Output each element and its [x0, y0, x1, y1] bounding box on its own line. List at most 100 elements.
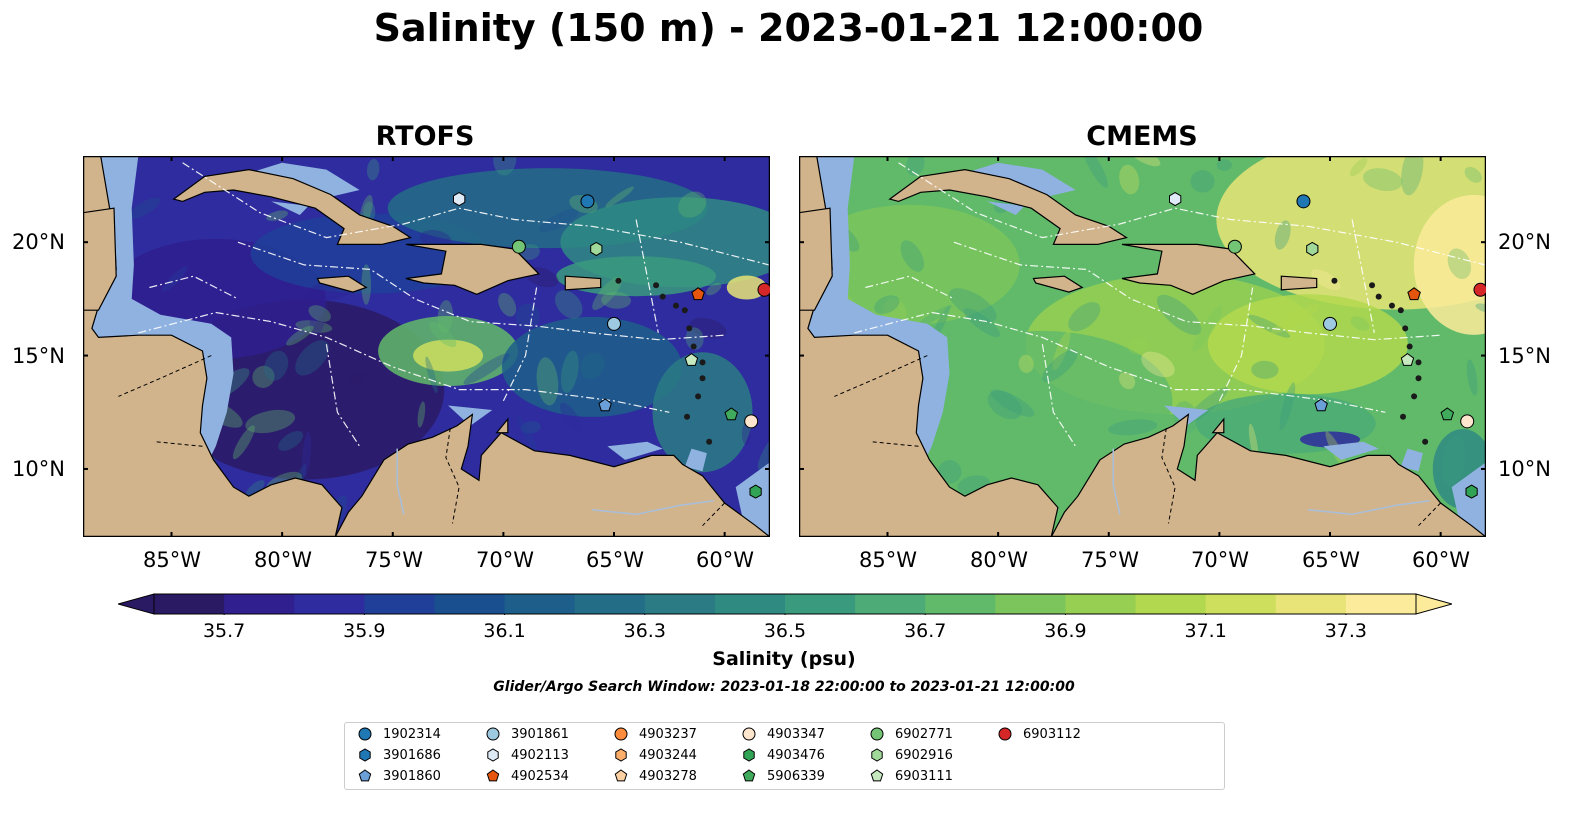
legend-item-4902113: 4902113 — [485, 747, 569, 763]
colorbar-segment — [434, 594, 506, 614]
lon-label-65w-cmems: 65°W — [1302, 548, 1360, 572]
colorbar-segment — [644, 594, 716, 614]
colorbar-segment — [995, 594, 1066, 614]
float-marker-5906339 — [1440, 407, 1455, 421]
lon-label-85w-cmems: 85°W — [859, 548, 917, 572]
colorbar-tick-label: 36.7 — [904, 620, 947, 642]
lat-label-20n-left: 20°N — [12, 230, 65, 254]
colorbar-segment — [1065, 594, 1137, 614]
legend-label: 3901860 — [383, 768, 441, 784]
legend-item-3901860: 3901860 — [357, 768, 441, 784]
legend-item-4903278: 4903278 — [613, 768, 697, 784]
colorbar-segment — [1275, 594, 1347, 614]
legend-marker-pentagon-icon — [486, 769, 500, 782]
figure-title: Salinity (150 m) - 2023-01-21 12:00:00 — [373, 6, 1204, 50]
legend-item-4902534: 4902534 — [485, 768, 569, 784]
float-marker-6902916 — [590, 241, 603, 257]
legend-marker-circle-icon — [998, 727, 1012, 741]
colorbar-segment — [855, 594, 926, 614]
legend-item-6902916: 6902916 — [869, 747, 953, 763]
colorbar-segment — [925, 594, 996, 614]
salinity-colorbar — [118, 593, 1452, 615]
lon-label-75w-rtofs: 75°W — [365, 548, 423, 572]
colorbar-segment — [574, 594, 646, 614]
float-marker-6903111 — [1400, 352, 1415, 366]
float-marker-6902916 — [1306, 241, 1319, 257]
legend-item-6903111: 6903111 — [869, 768, 953, 784]
legend-marker-hexagon-icon — [743, 748, 755, 762]
legend-marker-hexagon-icon — [615, 748, 627, 762]
float-marker-6902771 — [1227, 239, 1242, 254]
float-marker-3901860 — [598, 398, 612, 412]
float-marker-6903112 — [757, 282, 770, 297]
legend-label: 4903244 — [639, 747, 697, 763]
legend-label: 6903111 — [895, 768, 953, 784]
legend-marker-circle-icon — [614, 727, 628, 741]
colorbar-segment — [1135, 594, 1207, 614]
panel-title-cmems: CMEMS — [1086, 121, 1198, 152]
legend-marker-pentagon-icon — [742, 769, 756, 782]
colorbar-tick-label: 36.1 — [483, 620, 526, 642]
float-marker-1902314 — [580, 194, 595, 209]
float-marker-1902314 — [1296, 194, 1311, 209]
float-marker-4902113 — [453, 192, 466, 207]
legend-label: 3901861 — [511, 726, 569, 742]
float-marker-4902534 — [691, 287, 705, 301]
legend-item-3901686: 3901686 — [357, 747, 441, 763]
lon-label-80w-cmems: 80°W — [970, 548, 1028, 572]
legend-item-6903112: 6903112 — [997, 726, 1081, 742]
colorbar-tick-label: 35.9 — [343, 620, 386, 642]
colorbar-segment — [1345, 594, 1417, 614]
lat-label-15n-left: 15°N — [12, 344, 65, 368]
legend-item-6902771: 6902771 — [869, 726, 953, 742]
colorbar-tick-label: 36.9 — [1044, 620, 1087, 642]
float-marker-3901861 — [607, 316, 622, 331]
colorbar-tick-label: 36.5 — [763, 620, 807, 642]
lon-label-60w-cmems: 60°W — [1412, 548, 1470, 572]
float-marker-4903476 — [1465, 484, 1478, 499]
legend-item-4903237: 4903237 — [613, 726, 697, 742]
colorbar-segment — [785, 594, 856, 614]
lon-label-70w-cmems: 70°W — [1191, 548, 1249, 572]
cmems-salinity-map — [799, 156, 1486, 537]
lat-label-20n-right: 20°N — [1498, 230, 1551, 254]
lat-label-15n-right: 15°N — [1498, 344, 1551, 368]
lon-label-60w-rtofs: 60°W — [696, 548, 754, 572]
lon-label-75w-cmems: 75°W — [1081, 548, 1139, 572]
legend-marker-circle-icon — [742, 727, 756, 741]
legend-label: 5906339 — [767, 768, 825, 784]
colorbar-extend-max — [1415, 593, 1452, 615]
legend-marker-hexagon-icon — [359, 748, 371, 762]
colorbar-segment — [504, 594, 576, 614]
float-marker-5906339 — [724, 407, 739, 421]
lat-label-10n-left: 10°N — [12, 457, 65, 481]
colorbar-tick-label: 36.3 — [623, 620, 666, 642]
float-marker-4903347 — [744, 414, 759, 429]
colorbar-label: Salinity (psu) — [712, 648, 856, 670]
legend-label: 3901686 — [383, 747, 441, 763]
legend-marker-hexagon-icon — [487, 748, 499, 762]
float-marker-4903476 — [749, 484, 762, 499]
float-marker-6903111 — [684, 352, 699, 366]
panel-title-rtofs: RTOFS — [375, 121, 475, 152]
colorbar-segment — [364, 594, 435, 614]
legend-marker-circle-icon — [358, 727, 372, 741]
legend-marker-pentagon-icon — [870, 769, 884, 782]
lon-label-70w-rtofs: 70°W — [476, 548, 534, 572]
legend-label: 1902314 — [383, 726, 441, 742]
legend-marker-circle-icon — [870, 727, 884, 741]
legend-label: 4903476 — [767, 747, 825, 763]
legend-label: 6902916 — [895, 747, 953, 763]
legend-label: 4902534 — [511, 768, 569, 784]
legend-item-4903347: 4903347 — [741, 726, 825, 742]
search-window-note: Glider/Argo Search Window: 2023-01-18 22… — [493, 679, 1075, 695]
lon-label-85w-rtofs: 85°W — [143, 548, 201, 572]
float-marker-3901860 — [1314, 398, 1328, 412]
legend-item-4903476: 4903476 — [741, 747, 825, 763]
legend-item-1902314: 1902314 — [357, 726, 441, 742]
colorbar-segment — [1205, 594, 1277, 614]
legend-marker-circle-icon — [486, 727, 500, 741]
legend-label: 6902771 — [895, 726, 953, 742]
legend-marker-pentagon-icon — [358, 769, 372, 782]
float-legend: 1902314 3901686 3901860 3901861 4902113 49025… — [344, 722, 1225, 790]
